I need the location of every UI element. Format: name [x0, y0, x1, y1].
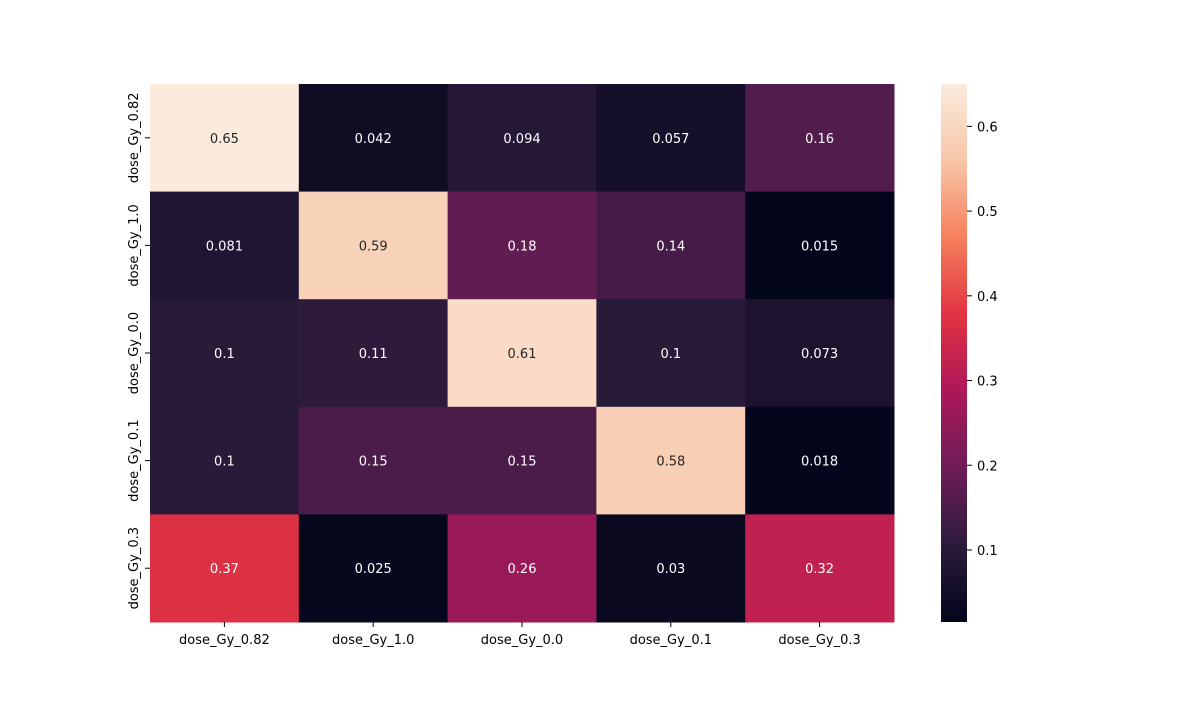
- heatmap-cell: [298, 514, 449, 623]
- cell-annotation: 0.094: [503, 132, 540, 147]
- heatmap-cell: [150, 299, 300, 408]
- cell-annotation: 0.11: [359, 347, 388, 362]
- cell-annotation: 0.59: [359, 239, 388, 254]
- heatmap-cell: [150, 191, 300, 300]
- heatmap-cell: [596, 299, 746, 408]
- heatmap-cell: [596, 84, 746, 193]
- colorbar-tick-label: 0.2: [977, 459, 998, 474]
- y-tick-label: dose_Gy_1.0: [127, 204, 142, 286]
- heatmap-cell: [596, 191, 746, 300]
- colorbar-tick-label: 0.6: [977, 120, 998, 135]
- heatmap-cell: [447, 84, 597, 193]
- cell-annotation: 0.26: [508, 562, 537, 577]
- cell-annotation: 0.1: [214, 347, 235, 362]
- cell-annotation: 0.1: [214, 455, 235, 470]
- heatmap-cell: [298, 84, 449, 193]
- x-tick-label: dose_Gy_1.0: [332, 633, 414, 648]
- cell-annotation: 0.37: [210, 562, 239, 577]
- cell-annotation: 0.03: [656, 562, 685, 577]
- heatmap-cell: [298, 406, 449, 515]
- colorbar-tick-label: 0.1: [977, 544, 998, 559]
- cell-annotation: 0.58: [656, 455, 685, 470]
- heatmap-cell: [745, 514, 895, 623]
- y-tick-label: dose_Gy_0.82: [127, 92, 142, 183]
- heatmap-cell: [745, 299, 895, 408]
- heatmap-cell: [745, 84, 895, 193]
- colorbar-tick-label: 0.5: [977, 205, 998, 220]
- y-tick-label: dose_Gy_0.1: [127, 419, 142, 501]
- heatmap-cell: [150, 406, 300, 515]
- heatmap-cell: [447, 299, 597, 408]
- heatmap-cell: [298, 191, 449, 300]
- heatmap-cell: [150, 84, 300, 193]
- cell-annotation: 0.042: [355, 132, 392, 147]
- x-axis: dose_Gy_0.82 dose_Gy_1.0 dose_Gy_0.0 dose_G…: [179, 622, 861, 648]
- heatmap-cell: [596, 514, 746, 623]
- y-tick-label: dose_Gy_0.3: [127, 527, 142, 609]
- heatmap-cell: [447, 514, 597, 623]
- cell-annotation: 0.65: [210, 132, 239, 147]
- colorbar: 0.1 0.2 0.3 0.4 0.5 0.6: [941, 84, 998, 622]
- x-tick-label: dose_Gy_0.82: [179, 633, 270, 648]
- heatmap-cell: [745, 191, 895, 300]
- y-axis: dose_Gy_0.82 dose_Gy_1.0 dose_Gy_0.0 dose_G…: [127, 92, 150, 609]
- cell-annotation: 0.015: [801, 239, 838, 254]
- cell-annotation: 0.073: [801, 347, 838, 362]
- heatmap-cell: [596, 406, 746, 515]
- x-tick-label: dose_Gy_0.1: [630, 633, 712, 648]
- cell-annotation: 0.15: [508, 455, 537, 470]
- heatmap-cells: [150, 84, 895, 623]
- heatmap-cell: [447, 191, 597, 300]
- heatmap-cell: [298, 299, 449, 408]
- cell-annotation: 0.081: [206, 239, 243, 254]
- y-tick-label: dose_Gy_0.0: [127, 312, 142, 394]
- cell-annotation: 0.018: [801, 455, 838, 470]
- cell-annotations: 0.65 0.042 0.094 0.057 0.16 0.081 0.59 0.18 0.14…: [206, 132, 838, 577]
- heatmap-cell: [745, 406, 895, 515]
- heatmap-cell: [447, 406, 597, 515]
- cell-annotation: 0.61: [508, 347, 537, 362]
- colorbar-gradient: [941, 84, 967, 622]
- x-tick-label: dose_Gy_0.3: [778, 633, 860, 648]
- cell-annotation: 0.15: [359, 455, 388, 470]
- heatmap-cell: [150, 514, 300, 623]
- cell-annotation: 0.16: [805, 132, 834, 147]
- cell-annotation: 0.025: [355, 562, 392, 577]
- cell-annotation: 0.18: [508, 239, 537, 254]
- cell-annotation: 0.14: [656, 239, 685, 254]
- x-tick-label: dose_Gy_0.0: [481, 633, 563, 648]
- colorbar-tick-label: 0.3: [977, 375, 998, 390]
- cell-annotation: 0.32: [805, 562, 834, 577]
- cell-annotation: 0.1: [660, 347, 681, 362]
- cell-annotation: 0.057: [652, 132, 689, 147]
- colorbar-tick-label: 0.4: [977, 290, 998, 305]
